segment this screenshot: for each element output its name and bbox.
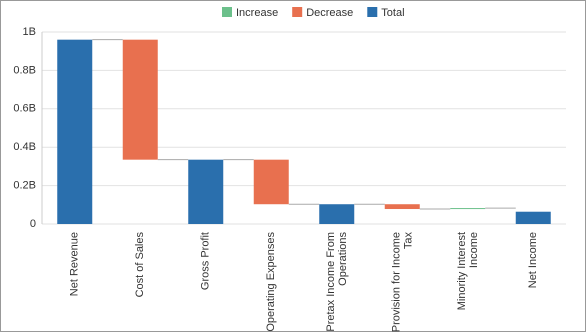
bar bbox=[384, 204, 420, 210]
x-tick-label: Net Revenue bbox=[69, 232, 81, 296]
x-tick-label: Gross Profit bbox=[200, 232, 212, 290]
y-tick-label: 0.2B bbox=[13, 180, 36, 192]
x-tick-label: Operating Expenses bbox=[265, 232, 277, 332]
bar bbox=[450, 208, 486, 210]
legend-swatch bbox=[222, 7, 232, 17]
y-tick-label: 0.6B bbox=[13, 103, 36, 115]
legend-swatch bbox=[367, 7, 378, 17]
bar bbox=[122, 39, 158, 160]
bar bbox=[319, 204, 355, 224]
legend-label: Total bbox=[381, 7, 404, 19]
x-tick-label: Pretax Income FromOperations bbox=[325, 232, 349, 332]
bar bbox=[515, 211, 551, 224]
legend-swatch bbox=[292, 7, 303, 17]
x-tick-label: Provision for IncomeTax bbox=[390, 232, 414, 332]
y-tick-label: 0 bbox=[30, 218, 36, 230]
x-tick-label: Net Income bbox=[527, 232, 539, 288]
bar bbox=[188, 159, 224, 224]
x-tick-label: Cost of Sales bbox=[134, 232, 146, 298]
y-tick-label: 0.8B bbox=[13, 64, 36, 76]
legend-label: Decrease bbox=[306, 7, 353, 19]
y-tick-label: 1B bbox=[23, 26, 36, 38]
bar bbox=[57, 39, 93, 225]
legend-label: Increase bbox=[236, 7, 278, 19]
bar bbox=[253, 159, 289, 205]
x-tick-label: Minority InterestIncome bbox=[456, 232, 480, 310]
y-tick-label: 0.4B bbox=[13, 141, 36, 153]
